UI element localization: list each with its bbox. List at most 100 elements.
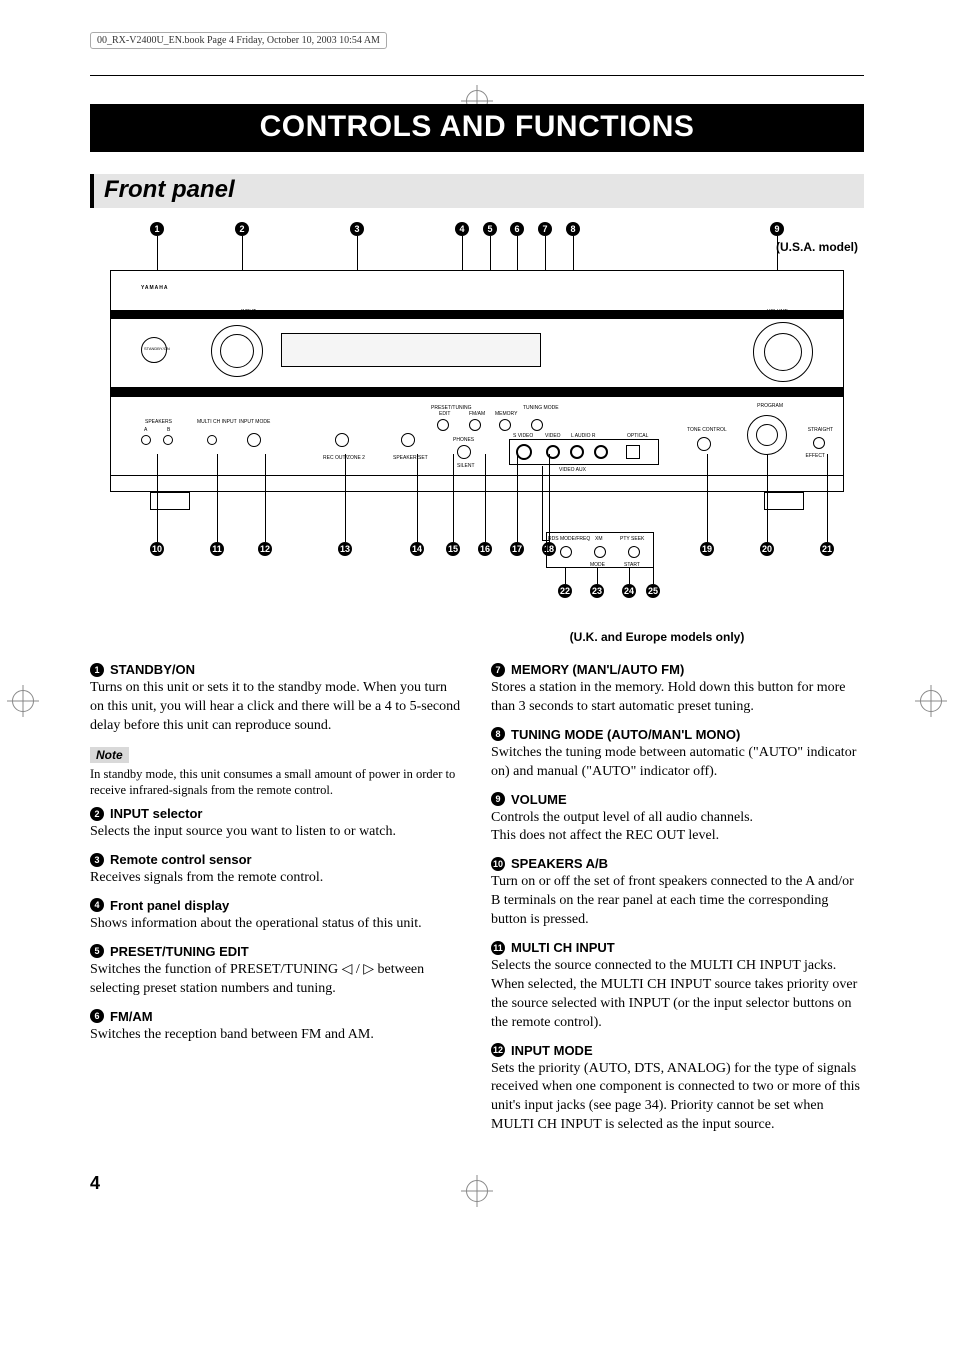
description-item: 7 MEMORY (MAN'L/AUTO FM) Stores a station … (491, 662, 864, 717)
page-title: CONTROLS AND FUNCTIONS (90, 104, 864, 152)
callout-6: 6 (510, 222, 524, 236)
callout-16: 16 (478, 542, 492, 556)
callout-24: 24 (622, 584, 636, 598)
item-title: INPUT selector (110, 806, 202, 821)
item-title: TUNING MODE (AUTO/MAN'L MONO) (511, 727, 740, 742)
description-item: 2 INPUT selector Selects the input source … (90, 806, 463, 842)
item-body: Shows information about the operational … (90, 915, 463, 934)
item-number-circle: 8 (491, 727, 505, 741)
brand-logo: YAMAHA (141, 285, 168, 291)
item-body: Turns on this unit or sets it to the sta… (90, 679, 463, 736)
callout-5: 5 (483, 222, 497, 236)
callout-1: 1 (150, 222, 164, 236)
item-body: Switches the reception band between FM a… (90, 1026, 463, 1045)
description-item: 6FM/AM Switches the reception band betwee… (90, 1009, 463, 1045)
page-number: 4 (90, 1173, 864, 1194)
item-number-circle: 12 (491, 1043, 505, 1057)
description-item: 3Remote control sensorReceives signals f… (90, 852, 463, 888)
callout-17: 17 (510, 542, 524, 556)
item-title: MEMORY (MAN'L/AUTO FM) (511, 662, 684, 677)
item-title: SPEAKERS A/B (511, 856, 608, 871)
panel-mid: INPUT VOLUME STANDBY/ON (110, 318, 844, 388)
callout-4: 4 (455, 222, 469, 236)
input-mode-btn (247, 433, 261, 447)
item-body: Switches the tuning mode between automat… (491, 744, 864, 782)
description-item: 1 STANDBY/ON Turns on this unit or sets it… (90, 662, 463, 736)
volume-label: VOLUME (767, 309, 788, 315)
video-aux-block (509, 439, 659, 465)
item-number-circle: 11 (491, 941, 505, 955)
multi-ch-btn (207, 435, 217, 445)
item-heading: 7 MEMORY (MAN'L/AUTO FM) (491, 662, 864, 677)
item-body: Turn on or off the set of front speakers… (491, 873, 864, 930)
model-label-usa: (U.S.A. model) (776, 240, 858, 254)
callout-8: 8 (566, 222, 580, 236)
item-heading: 8 TUNING MODE (AUTO/MAN'L MONO) (491, 727, 864, 742)
bookline-header: 00_RX-V2400U_EN.book Page 4 Friday, Octo… (90, 32, 387, 49)
left-column: 1 STANDBY/ON Turns on this unit or sets it… (90, 662, 463, 1145)
description-item: 4 Front panel display Shows information ab… (90, 898, 463, 934)
foot-left (150, 492, 190, 510)
callout-21: 21 (820, 542, 834, 556)
item-number-circle: 4 (90, 898, 104, 912)
panel-top-frame: YAMAHA (110, 270, 844, 310)
panel-foot (110, 476, 844, 492)
top-rule (90, 75, 864, 76)
callout-13: 13 (338, 542, 352, 556)
panel-divider-1 (110, 310, 844, 318)
callout-7: 7 (538, 222, 552, 236)
item-title: Remote control sensor (110, 852, 252, 867)
description-item: 10 SPEAKERS A/B Turn on or off the set of … (491, 856, 864, 930)
callout-22: 22 (558, 584, 572, 598)
callout-25: 25 (646, 584, 660, 598)
foot-right (764, 492, 804, 510)
callout-20: 20 (760, 542, 774, 556)
item-body: Switches the function of PRESET/TUNING ◁… (90, 961, 463, 999)
item-number-circle: 10 (491, 857, 505, 871)
description-item: 11 MULTI CH INPUT Selects the source conne… (491, 940, 864, 1033)
item-number-circle: 1 (90, 663, 104, 677)
item-title: VOLUME (511, 792, 567, 807)
item-heading: 12INPUT MODE (491, 1043, 864, 1058)
description-item: 5 PRESET/TUNING EDIT Switches the function… (90, 944, 463, 999)
speaker-b-btn (163, 435, 173, 445)
item-title: Front panel display (110, 898, 229, 913)
item-title: STANDBY/ON (110, 662, 195, 677)
input-knob (211, 325, 263, 377)
item-heading: 3Remote control sensor (90, 852, 463, 867)
item-body: Selects the source connected to the MULT… (491, 957, 864, 1033)
right-column: 7 MEMORY (MAN'L/AUTO FM) Stores a station … (491, 662, 864, 1145)
callout-14: 14 (410, 542, 424, 556)
item-heading: 2 INPUT selector (90, 806, 463, 821)
callout-23: 23 (590, 584, 604, 598)
program-knob (747, 415, 787, 455)
callout-10: 10 (150, 542, 164, 556)
item-body: Stores a station in the memory. Hold dow… (491, 679, 864, 717)
item-heading: 9VOLUME (491, 792, 864, 807)
display-window (281, 333, 541, 367)
model-label-uk: (U.K. and Europe models only) (450, 630, 864, 644)
description-item: 9VOLUMEControls the output level of all … (491, 792, 864, 847)
standby-button: STANDBY/ON (141, 337, 167, 363)
description-item: 12INPUT MODESets the priority (AUTO, DTS… (491, 1043, 864, 1136)
front-panel-diagram: (U.S.A. model) 1 23 45678 9 YAMAHA INPUT VO… (90, 222, 864, 622)
callout-12: 12 (258, 542, 272, 556)
callout-19: 19 (700, 542, 714, 556)
item-heading: 11 MULTI CH INPUT (491, 940, 864, 955)
item-title: PRESET/TUNING EDIT (110, 944, 249, 959)
item-title: MULTI CH INPUT (511, 940, 615, 955)
item-number-circle: 6 (90, 1009, 104, 1023)
item-number-circle: 7 (491, 663, 505, 677)
item-number-circle: 2 (90, 807, 104, 821)
item-heading: 10 SPEAKERS A/B (491, 856, 864, 871)
note-box: NoteIn standby mode, this unit consumes … (90, 746, 463, 799)
description-item: 8 TUNING MODE (AUTO/MAN'L MONO) Switches t… (491, 727, 864, 782)
callout-9: 9 (770, 222, 784, 236)
volume-knob (753, 322, 813, 382)
page: 00_RX-V2400U_EN.book Page 4 Friday, Octo… (0, 0, 954, 1234)
note-label: Note (90, 747, 129, 763)
item-number-circle: 5 (90, 944, 104, 958)
item-heading: 6FM/AM (90, 1009, 463, 1024)
item-body: Selects the input source you want to lis… (90, 823, 463, 842)
input-label: INPUT (241, 309, 256, 315)
